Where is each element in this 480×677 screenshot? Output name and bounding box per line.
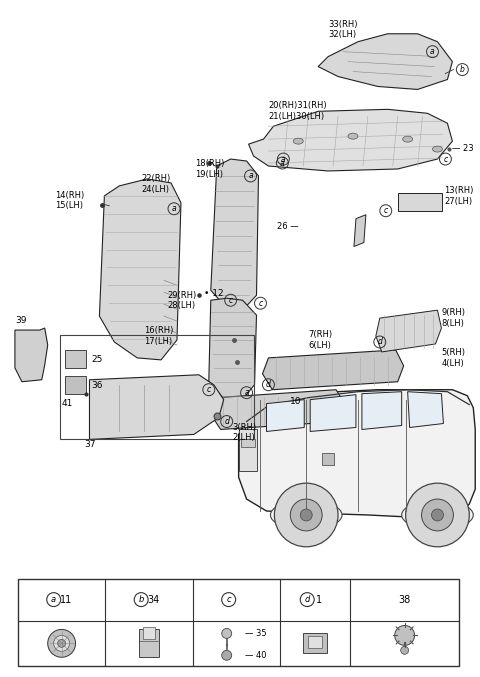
Text: b: b: [139, 595, 144, 604]
Polygon shape: [376, 310, 442, 352]
Circle shape: [432, 509, 444, 521]
Polygon shape: [398, 193, 443, 211]
Text: 26 —: 26 —: [276, 222, 298, 231]
Circle shape: [275, 483, 338, 547]
Text: • 12: • 12: [204, 289, 224, 298]
Text: 14(RH)
15(LH): 14(RH) 15(LH): [55, 191, 84, 211]
Bar: [65, 350, 86, 368]
Polygon shape: [362, 392, 402, 429]
Polygon shape: [249, 109, 452, 171]
Text: 39: 39: [15, 315, 26, 324]
Polygon shape: [211, 159, 259, 310]
Text: a: a: [248, 171, 253, 181]
Ellipse shape: [293, 138, 303, 144]
Bar: [18, 579, 459, 666]
Text: a: a: [281, 154, 286, 164]
Text: 1: 1: [316, 594, 322, 605]
Text: — 23: — 23: [452, 144, 474, 152]
Text: 5(RH)
4(LH): 5(RH) 4(LH): [442, 348, 466, 368]
Text: c: c: [258, 299, 263, 308]
Text: b: b: [460, 65, 465, 74]
Text: d: d: [304, 595, 310, 604]
Polygon shape: [354, 215, 366, 246]
Text: 36: 36: [92, 381, 103, 390]
Text: 29(RH)
28(LH): 29(RH) 28(LH): [167, 290, 196, 310]
Polygon shape: [266, 399, 304, 431]
Bar: [303, 634, 327, 653]
Polygon shape: [263, 350, 404, 390]
Polygon shape: [15, 328, 48, 382]
Circle shape: [421, 499, 454, 531]
Text: 3(RH)
2(LH): 3(RH) 2(LH): [233, 422, 257, 442]
Ellipse shape: [402, 500, 473, 530]
Text: a: a: [244, 388, 249, 397]
Text: 16(RH)
17(LH): 16(RH) 17(LH): [144, 326, 174, 346]
Polygon shape: [211, 390, 346, 429]
Circle shape: [48, 630, 75, 657]
Text: — 40: — 40: [245, 651, 266, 660]
Ellipse shape: [348, 133, 358, 139]
Text: c: c: [207, 385, 211, 394]
Polygon shape: [99, 179, 181, 360]
Text: 18(RH)
19(LH): 18(RH) 19(LH): [195, 159, 224, 179]
Text: 9(RH)
8(LH): 9(RH) 8(LH): [442, 309, 466, 328]
Text: 11: 11: [60, 594, 72, 605]
Circle shape: [222, 628, 232, 638]
Text: 20(RH)31(RH)
21(LH)30(LH): 20(RH)31(RH) 21(LH)30(LH): [268, 102, 327, 121]
Text: d: d: [266, 380, 271, 389]
Polygon shape: [408, 392, 444, 427]
Bar: [240, 439, 254, 447]
Text: c: c: [227, 595, 231, 604]
Bar: [239, 429, 256, 471]
Bar: [143, 628, 155, 639]
Polygon shape: [209, 299, 256, 401]
Text: 22(RH)
24(LH): 22(RH) 24(LH): [141, 174, 170, 194]
Circle shape: [58, 639, 66, 647]
Circle shape: [395, 626, 415, 645]
Text: c: c: [444, 154, 447, 164]
Text: 34: 34: [147, 594, 159, 605]
Text: a: a: [280, 158, 285, 167]
Text: 37: 37: [84, 440, 96, 449]
Polygon shape: [318, 34, 452, 89]
Text: 7(RH)
6(LH): 7(RH) 6(LH): [308, 330, 332, 350]
Circle shape: [406, 483, 469, 547]
Circle shape: [54, 636, 70, 651]
Ellipse shape: [270, 500, 342, 530]
Circle shape: [222, 651, 232, 660]
Text: 33(RH)
32(LH): 33(RH) 32(LH): [328, 20, 358, 39]
Text: 38: 38: [398, 594, 411, 605]
Text: c: c: [228, 296, 233, 305]
Polygon shape: [89, 375, 224, 439]
Ellipse shape: [403, 136, 413, 142]
Circle shape: [300, 509, 312, 521]
Bar: [60, 335, 253, 439]
Text: 10: 10: [290, 397, 302, 406]
Circle shape: [290, 499, 322, 531]
Text: d: d: [224, 417, 229, 426]
Text: c: c: [384, 206, 388, 215]
Text: a: a: [430, 47, 435, 56]
Bar: [308, 636, 322, 649]
Text: 25: 25: [92, 355, 103, 364]
Text: 13(RH)
27(LH): 13(RH) 27(LH): [444, 186, 474, 206]
Bar: [65, 376, 86, 394]
Text: d: d: [377, 337, 382, 347]
Text: a: a: [172, 204, 176, 213]
Text: 41: 41: [61, 399, 73, 408]
Circle shape: [401, 647, 408, 654]
Text: — 35: — 35: [245, 629, 266, 638]
Bar: [139, 630, 159, 657]
Polygon shape: [310, 395, 356, 431]
Polygon shape: [239, 390, 475, 517]
Text: a: a: [51, 595, 56, 604]
Ellipse shape: [432, 146, 443, 152]
